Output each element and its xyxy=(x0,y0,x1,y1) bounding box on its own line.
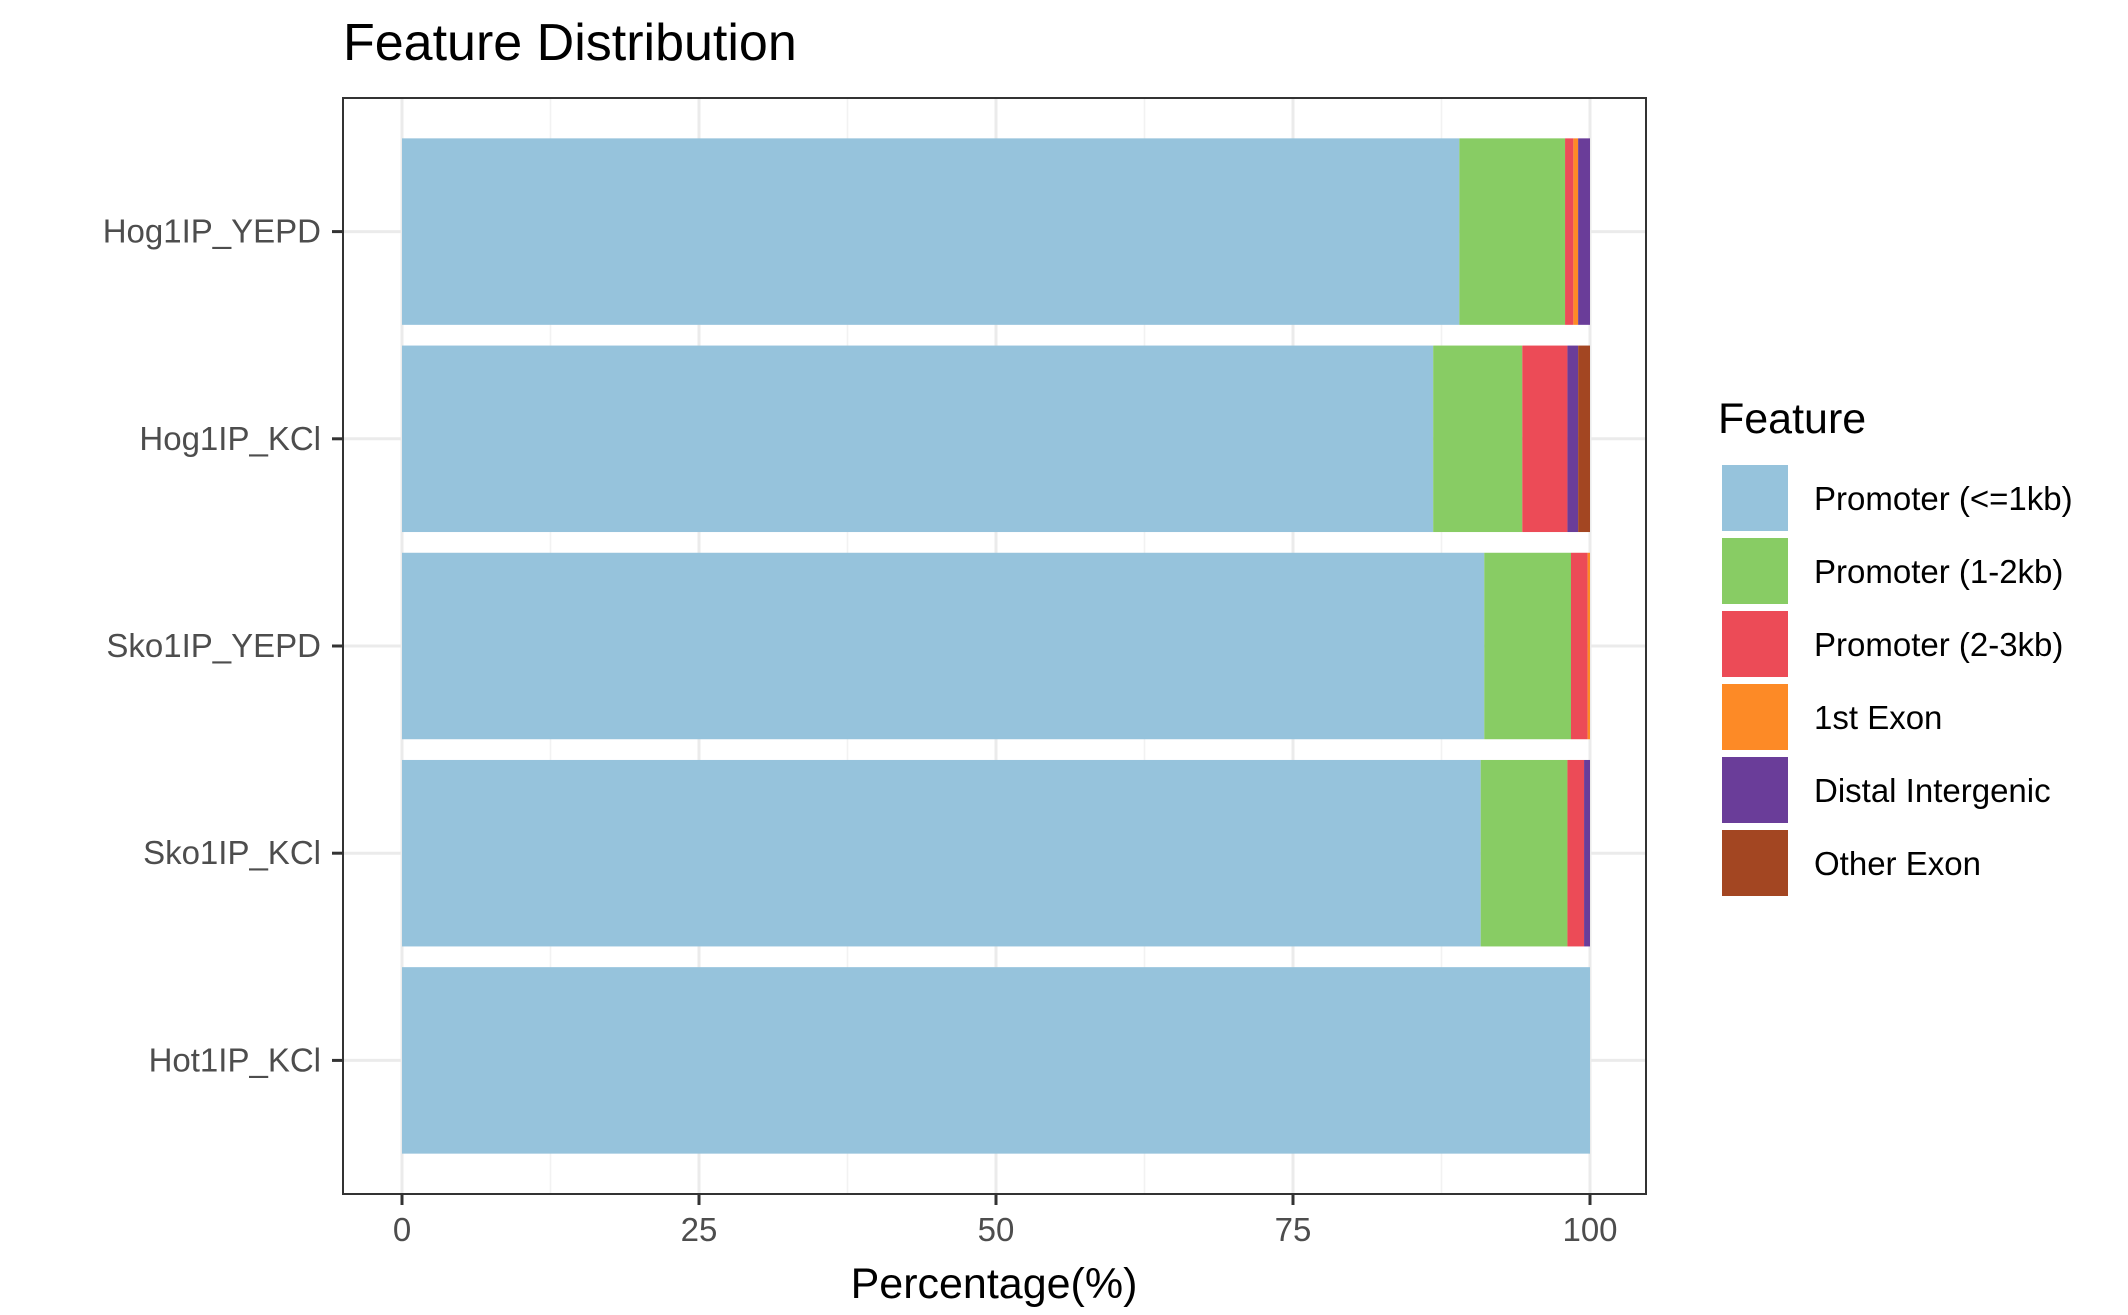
bar-segment xyxy=(1573,138,1579,325)
legend-label: Distal Intergenic xyxy=(1814,772,2051,809)
x-tick-label: 0 xyxy=(393,1211,411,1248)
y-tick-label: Sko1IP_KCl xyxy=(143,834,321,871)
bar-segment xyxy=(1570,552,1588,740)
bar-segment xyxy=(1578,138,1590,325)
y-axis: Hog1IP_YEPD Hog1IP_KCl Sko1IP_YEPD Sko1IP_K… xyxy=(103,213,343,1078)
legend-key xyxy=(1722,611,1788,677)
y-tick-label: Hot1IP_KCl xyxy=(149,1041,321,1078)
legend-label: Promoter (2-3kb) xyxy=(1814,626,2063,663)
bar-segment xyxy=(1567,345,1579,533)
bar-segment xyxy=(402,138,1460,325)
y-tick-label: Hog1IP_KCl xyxy=(139,420,321,457)
legend-label: Other Exon xyxy=(1814,845,1981,882)
bar-segment xyxy=(402,759,1481,947)
y-tick-label: Sko1IP_YEPD xyxy=(106,627,321,664)
legend-title: Feature xyxy=(1718,395,1866,443)
bar-segment xyxy=(402,552,1485,740)
x-tick-label: 50 xyxy=(978,1211,1015,1248)
bar-segment xyxy=(1480,759,1568,947)
bar-segment xyxy=(1484,552,1571,740)
bars xyxy=(402,138,1590,1154)
x-axis: 0 25 50 75 100 xyxy=(393,1194,1618,1248)
x-tick-label: 75 xyxy=(1275,1211,1312,1248)
legend-key xyxy=(1722,465,1788,531)
legend: Feature Promoter (<=1kb) Promoter (1-2kb)… xyxy=(1718,395,2073,896)
bar-segment xyxy=(402,967,1590,1154)
x-tick-label: 100 xyxy=(1562,1211,1617,1248)
legend-label: 1st Exon xyxy=(1814,699,1942,736)
legend-key xyxy=(1722,538,1788,604)
y-tick-label: Hog1IP_YEPD xyxy=(103,213,321,250)
bar-segment xyxy=(1584,759,1590,947)
bar-segment xyxy=(1459,138,1566,325)
bar-segment xyxy=(1578,345,1590,533)
bar-segment xyxy=(1522,345,1568,533)
legend-key xyxy=(1722,684,1788,750)
x-tick-label: 25 xyxy=(681,1211,718,1248)
legend-key xyxy=(1722,757,1788,823)
legend-label: Promoter (<=1kb) xyxy=(1814,480,2073,517)
bar-segment xyxy=(1565,138,1574,325)
x-axis-title: Percentage(%) xyxy=(851,1260,1138,1308)
legend-key xyxy=(1722,830,1788,896)
bar-segment xyxy=(1567,759,1585,947)
bar-segment xyxy=(1433,345,1523,533)
legend-label: Promoter (1-2kb) xyxy=(1814,553,2063,590)
bar-segment xyxy=(1587,552,1590,740)
bar-segment xyxy=(402,345,1434,533)
chart-title: Feature Distribution xyxy=(343,14,797,72)
